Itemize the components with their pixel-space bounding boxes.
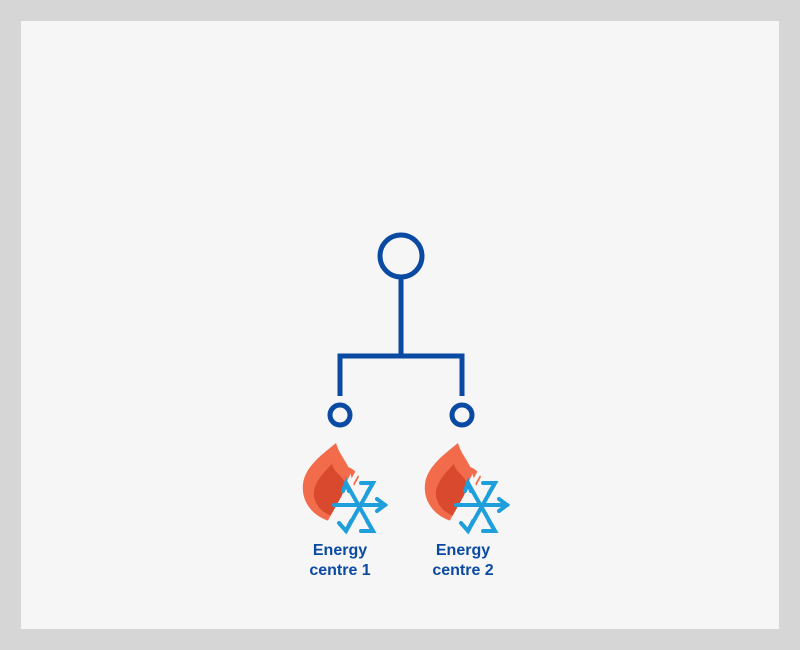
label-line: Energy (435, 542, 491, 559)
root-node (377, 232, 425, 280)
label-line: centre 1 (309, 562, 371, 579)
label-line: centre 2 (432, 562, 494, 579)
energy-centre-2-label: Energy centre 2 (403, 541, 523, 581)
leaf-node-1 (327, 402, 353, 428)
leaf-node-2 (449, 402, 475, 428)
energy-centre-1-label: Energy centre 1 (280, 541, 400, 581)
heating-cooling-icon (300, 441, 387, 533)
branch-line (337, 353, 465, 396)
label-line: Energy (312, 542, 368, 559)
heating-cooling-icon (422, 441, 509, 533)
